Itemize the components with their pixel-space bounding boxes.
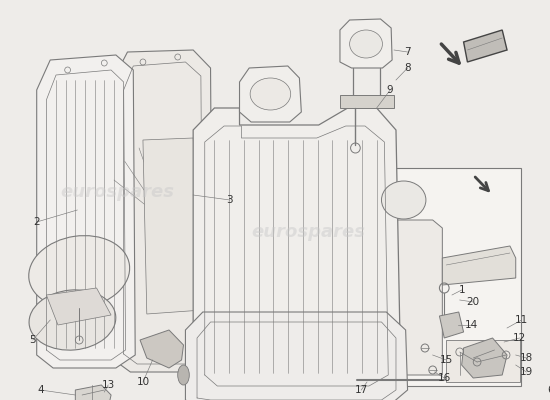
Polygon shape [37,55,135,368]
Text: 12: 12 [513,333,526,343]
Text: 20: 20 [467,297,480,307]
Text: 7: 7 [404,47,411,57]
Text: 13: 13 [102,380,115,390]
Text: eurospares: eurospares [60,183,174,201]
Text: 8: 8 [404,63,411,73]
Text: 6: 6 [547,385,550,395]
Ellipse shape [382,181,426,219]
Ellipse shape [250,78,291,110]
Polygon shape [340,95,394,108]
Text: 4: 4 [37,385,44,395]
Text: 14: 14 [465,320,478,330]
Polygon shape [461,338,507,378]
Text: 10: 10 [136,377,150,387]
FancyBboxPatch shape [342,168,520,386]
Text: 17: 17 [355,385,368,395]
Ellipse shape [350,30,382,58]
Text: 11: 11 [515,315,528,325]
Text: 9: 9 [387,85,393,95]
Text: 5: 5 [30,335,36,345]
Ellipse shape [29,236,130,308]
Ellipse shape [178,365,189,385]
Polygon shape [140,330,184,368]
Polygon shape [340,19,392,68]
Polygon shape [143,138,203,314]
Polygon shape [442,246,516,285]
FancyBboxPatch shape [446,340,520,382]
Polygon shape [375,220,442,375]
Polygon shape [193,108,401,395]
Text: 19: 19 [520,367,533,377]
Polygon shape [439,312,464,338]
Polygon shape [75,385,111,400]
Text: 16: 16 [438,373,451,383]
Text: 1: 1 [458,285,465,295]
Polygon shape [239,66,301,122]
Polygon shape [464,30,507,62]
Text: 2: 2 [34,217,40,227]
Polygon shape [185,312,408,400]
Text: 18: 18 [520,353,533,363]
Text: eurospares: eurospares [251,223,365,241]
Text: 15: 15 [439,355,453,365]
Polygon shape [46,288,111,325]
Polygon shape [114,50,212,372]
Ellipse shape [29,290,116,350]
Text: 3: 3 [227,195,233,205]
